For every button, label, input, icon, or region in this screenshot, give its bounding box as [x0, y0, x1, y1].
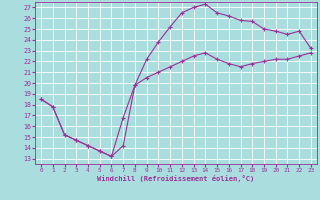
X-axis label: Windchill (Refroidissement éolien,°C): Windchill (Refroidissement éolien,°C)	[97, 175, 255, 182]
